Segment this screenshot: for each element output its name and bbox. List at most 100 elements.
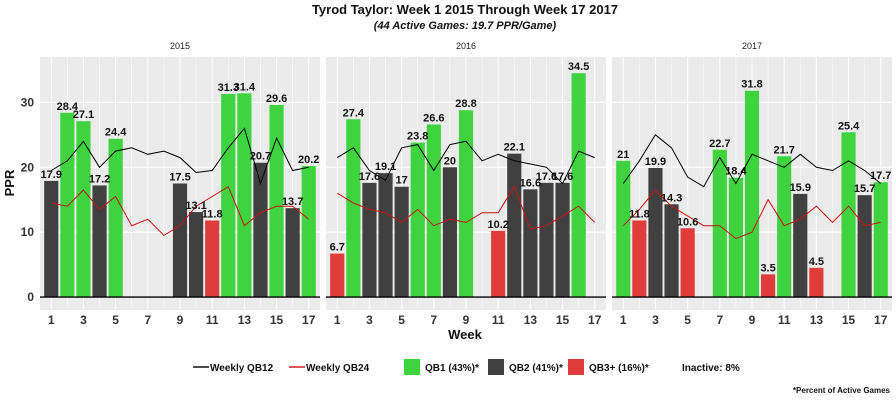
x-tick-label: 11 bbox=[778, 313, 791, 327]
bar-week-1 bbox=[330, 253, 345, 298]
bar-week-11 bbox=[491, 230, 506, 298]
bar-week-7 bbox=[426, 124, 441, 298]
data-label: 17.9 bbox=[41, 169, 62, 181]
legend-color-swatch bbox=[404, 359, 420, 375]
data-label: 31.4 bbox=[234, 81, 256, 93]
x-tick-label: 9 bbox=[749, 313, 756, 327]
x-tick-label: 3 bbox=[652, 313, 659, 327]
bar-week-9 bbox=[744, 90, 760, 298]
legend-label: QB2 (41%)* bbox=[509, 363, 563, 374]
data-label: 4.5 bbox=[809, 256, 824, 268]
data-label: 28.4 bbox=[57, 101, 79, 113]
data-label: 17.6 bbox=[552, 171, 573, 183]
x-tick-label: 1 bbox=[334, 313, 341, 327]
panel-2016: 20166.727.417.619.11723.826.62028.810.22… bbox=[326, 41, 606, 327]
x-tick-label: 1 bbox=[48, 313, 55, 327]
data-label: 17.2 bbox=[89, 173, 110, 185]
x-tick-label: 15 bbox=[842, 313, 856, 327]
bar-week-5 bbox=[108, 138, 123, 298]
data-label: 21 bbox=[617, 149, 629, 161]
y-tick-label: 20 bbox=[21, 160, 35, 174]
data-label: 11.8 bbox=[629, 208, 650, 220]
bar-week-2 bbox=[346, 119, 361, 298]
bar-week-12 bbox=[507, 153, 522, 298]
x-tick-label: 5 bbox=[112, 313, 119, 327]
data-label: 20.7 bbox=[250, 151, 271, 163]
bar-week-3 bbox=[362, 182, 377, 298]
x-tick-label: 13 bbox=[524, 313, 538, 327]
bar-week-11 bbox=[205, 220, 220, 298]
x-tick-label: 11 bbox=[206, 313, 219, 327]
x-tick-label: 9 bbox=[177, 313, 184, 327]
bar-week-12 bbox=[793, 193, 808, 298]
bar-week-16 bbox=[285, 208, 300, 298]
x-tick-label: 5 bbox=[684, 313, 691, 327]
panel-label: 2015 bbox=[170, 41, 190, 51]
bar-week-17 bbox=[873, 182, 888, 298]
facet-panels: 201517.928.427.117.224.417.513.111.831.3… bbox=[21, 41, 892, 327]
data-label: 22.1 bbox=[504, 142, 525, 154]
legend: Weekly QB12 Weekly QB24 QB1 (43%)* QB2 (41%… bbox=[193, 359, 740, 375]
legend-item-qb3: QB3+ (16%)* bbox=[568, 359, 649, 375]
legend-label: Weekly QB24 bbox=[306, 363, 370, 374]
panel-label: 2017 bbox=[742, 41, 762, 51]
bar-week-9 bbox=[172, 183, 188, 298]
bar-week-2 bbox=[632, 220, 647, 298]
data-label: 31.3 bbox=[218, 82, 239, 94]
data-label: 17.6 bbox=[359, 171, 380, 183]
legend-item-qb24: Weekly QB24 bbox=[289, 363, 370, 374]
bar-week-8 bbox=[442, 167, 457, 298]
data-label: 22.7 bbox=[709, 138, 730, 150]
line-qb24 bbox=[51, 185, 310, 237]
legend-label: Inactive: 8% bbox=[682, 363, 740, 374]
panel-label: 2016 bbox=[456, 41, 476, 51]
data-label: 13.7 bbox=[282, 196, 303, 208]
x-tick-label: 17 bbox=[874, 313, 888, 327]
chart-title: Tyrod Taylor: Week 1 2015 Through Week 1… bbox=[312, 2, 618, 17]
data-label: 21.7 bbox=[773, 144, 794, 156]
data-label: 15.7 bbox=[854, 183, 875, 195]
legend-label: Weekly QB12 bbox=[210, 363, 274, 374]
x-tick-label: 3 bbox=[80, 313, 87, 327]
data-label: 15.9 bbox=[790, 182, 811, 194]
line-qb24 bbox=[337, 185, 596, 230]
bar-week-1 bbox=[616, 160, 631, 298]
footnote: *Percent of Active Games bbox=[793, 386, 891, 395]
x-tick-label: 7 bbox=[430, 313, 437, 327]
bar-week-7 bbox=[712, 149, 727, 298]
y-tick-label: 0 bbox=[27, 290, 34, 304]
bar-week-5 bbox=[394, 186, 409, 298]
bar-week-9 bbox=[458, 110, 474, 298]
bar-week-13 bbox=[523, 189, 538, 298]
x-tick-label: 3 bbox=[366, 313, 373, 327]
x-tick-label: 15 bbox=[270, 313, 284, 327]
bar-week-13 bbox=[237, 93, 252, 298]
y-tick-label: 30 bbox=[21, 95, 35, 109]
bar-week-8 bbox=[728, 177, 743, 298]
x-tick-label: 15 bbox=[556, 313, 570, 327]
bar-week-2 bbox=[60, 112, 75, 298]
bar-week-6 bbox=[410, 142, 425, 298]
bar-week-5 bbox=[680, 228, 695, 298]
bar-week-3 bbox=[76, 121, 91, 298]
bar-week-13 bbox=[809, 267, 824, 298]
data-label: 23.8 bbox=[407, 131, 428, 143]
bar-week-17 bbox=[301, 165, 316, 298]
x-tick-label: 5 bbox=[398, 313, 405, 327]
panel-2015: 201517.928.427.117.224.417.513.111.831.3… bbox=[21, 41, 320, 327]
data-label: 17.6 bbox=[536, 171, 557, 183]
data-label: 34.5 bbox=[568, 61, 589, 73]
bar-week-14 bbox=[253, 162, 268, 298]
data-label: 25.4 bbox=[838, 120, 860, 132]
data-label: 11.8 bbox=[202, 208, 223, 220]
bar-week-4 bbox=[664, 204, 679, 298]
data-label: 31.8 bbox=[741, 79, 762, 91]
data-label: 27.4 bbox=[343, 107, 365, 119]
bar-week-14 bbox=[539, 182, 554, 298]
data-label: 27.1 bbox=[73, 109, 94, 121]
x-tick-label: 9 bbox=[463, 313, 470, 327]
line-qb12 bbox=[337, 140, 595, 185]
x-tick-label: 13 bbox=[238, 313, 252, 327]
data-label: 26.6 bbox=[423, 112, 444, 124]
x-tick-label: 7 bbox=[716, 313, 723, 327]
